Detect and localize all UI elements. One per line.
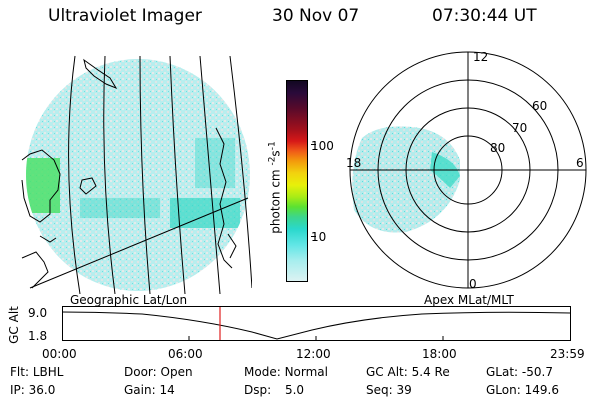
mlt-label-6: 6	[576, 156, 584, 170]
color-scale-bar	[286, 80, 308, 282]
mlat-label-80: 80	[490, 141, 505, 155]
ip-field: IP: 36.0	[10, 383, 56, 397]
gc-alt-field: GC Alt: 5.4 Re	[366, 365, 450, 379]
polar-grid	[349, 51, 587, 289]
glon-field: GLon: 149.6	[486, 383, 559, 397]
mode-field: Mode: Normal	[244, 365, 328, 379]
timeline-xtick-1200: 12:00	[296, 347, 331, 361]
date-label: 30 Nov 07	[272, 6, 360, 26]
timeline-ytick-low: 1.8	[28, 329, 48, 343]
mlt-label-18: 18	[346, 156, 361, 170]
door-field: Door: Open	[124, 365, 193, 379]
mlat-label-70: 70	[512, 121, 527, 135]
timeline-ylabel: GC Alt	[7, 306, 21, 344]
right-panel-caption: Apex MLat/MLT	[424, 293, 514, 307]
filter-field: Flt: LBHL	[10, 365, 64, 379]
mlt-label-12: 12	[473, 50, 488, 64]
timeline-frame	[62, 306, 571, 341]
seq-field: Seq: 39	[366, 383, 412, 397]
time-label: 07:30:44 UT	[432, 6, 537, 26]
coastlines	[21, 58, 237, 289]
left-panel-caption: Geographic Lat/Lon	[70, 293, 188, 307]
altitude-curve	[62, 311, 571, 340]
colorbar-tick-mark-100	[311, 144, 316, 145]
timeline-ticks	[188, 336, 444, 340]
instrument-title: Ultraviolet Imager	[48, 6, 202, 26]
timeline-xtick-2359: 23:59	[550, 347, 585, 361]
colorbar-tick-100: 100	[311, 139, 334, 153]
orbit-altitude-plot	[62, 306, 571, 341]
auroral-emission-image	[26, 59, 250, 291]
colorbar-tick-10: 10	[311, 230, 327, 244]
colorbar-unit-label: photon cm -2s-1	[267, 141, 283, 234]
glat-field: GLat: -50.7	[486, 365, 553, 379]
timeline-xtick-1800: 18:00	[422, 347, 457, 361]
magnetic-polar-plot: 12 18 6 0 60 70 80	[346, 50, 587, 291]
gain-field: Gain: 14	[124, 383, 175, 397]
timeline-xtick-0000: 00:00	[42, 347, 77, 361]
timeline-xtick-0600: 06:00	[168, 347, 203, 361]
dsp-field: Dsp: 5.0	[244, 383, 305, 397]
mlat-label-60: 60	[532, 99, 547, 113]
geographic-image-panel	[21, 55, 252, 294]
lat-lon-grid	[29, 55, 252, 294]
mlt-label-0: 0	[469, 277, 477, 291]
timeline-ytick-high: 9.0	[28, 306, 48, 320]
colorbar-tick-mark-10	[311, 236, 316, 237]
